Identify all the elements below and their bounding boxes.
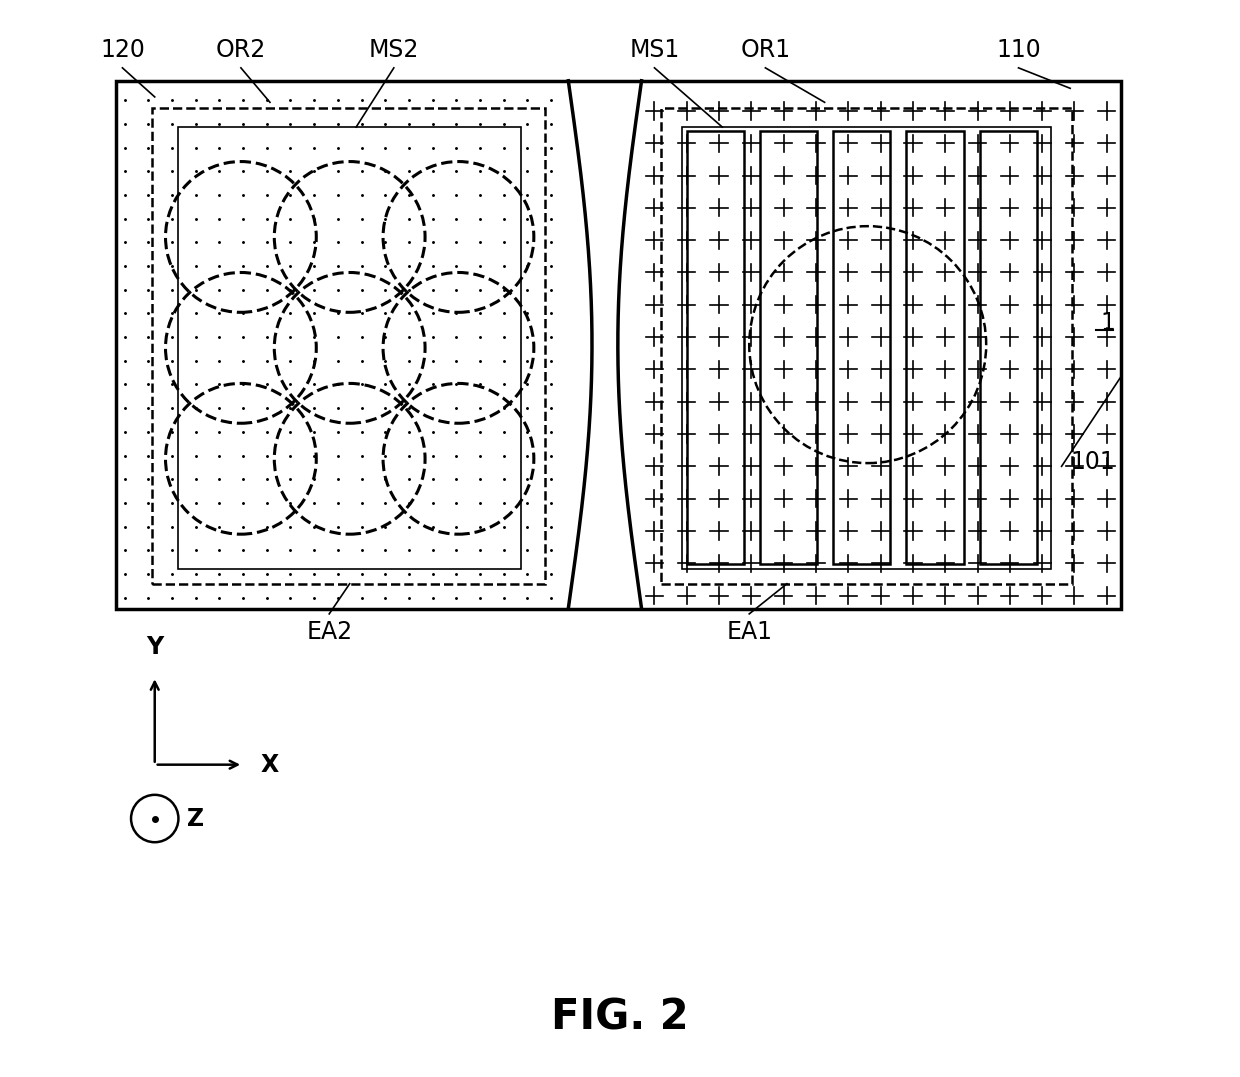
Text: OR2: OR2 <box>216 39 267 62</box>
Text: EA2: EA2 <box>306 620 352 644</box>
Bar <box>980 131 1037 564</box>
Bar <box>687 131 744 564</box>
Text: EA1: EA1 <box>727 620 773 644</box>
Text: 110: 110 <box>996 39 1040 62</box>
Text: OR1: OR1 <box>740 39 790 62</box>
Text: 1: 1 <box>1100 311 1115 335</box>
Bar <box>682 127 1050 569</box>
Text: Z: Z <box>187 807 205 830</box>
Text: MS1: MS1 <box>630 39 680 62</box>
Bar <box>661 108 1073 584</box>
Bar <box>151 108 544 584</box>
Text: X: X <box>260 753 279 777</box>
Text: MS2: MS2 <box>368 39 419 62</box>
Text: 120: 120 <box>100 39 145 62</box>
Bar <box>117 81 1121 609</box>
Bar <box>906 131 963 564</box>
Text: 101: 101 <box>1070 450 1115 474</box>
Bar <box>179 127 521 569</box>
Bar <box>760 131 817 564</box>
Text: FIG. 2: FIG. 2 <box>552 997 688 1038</box>
Bar <box>833 131 890 564</box>
Text: Y: Y <box>146 635 164 659</box>
